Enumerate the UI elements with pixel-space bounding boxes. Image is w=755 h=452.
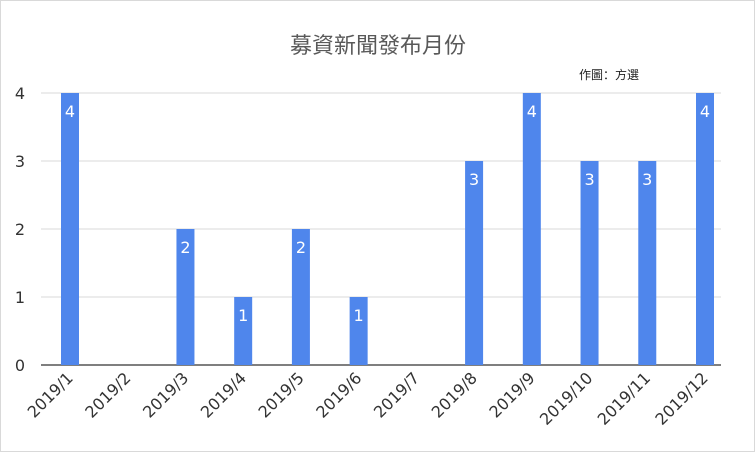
chart-note: 作圖：方選 [579, 67, 639, 82]
x-tick-label: 2019/3 [139, 368, 192, 421]
x-tick-label: 2019/8 [428, 368, 481, 421]
bar [61, 93, 79, 365]
x-tick-label: 2019/4 [197, 368, 250, 421]
bars: 4 2 1 2 1 3 4 3 3 4 [61, 93, 714, 365]
y-tick-label: 3 [15, 152, 25, 171]
y-tick-label: 1 [15, 288, 25, 307]
data-label: 1 [238, 306, 248, 325]
bar [465, 161, 484, 365]
y-tick-label: 2 [15, 220, 25, 239]
bar [696, 93, 714, 365]
bar [580, 161, 599, 365]
x-tick-label: 2019/11 [594, 368, 654, 428]
data-label: 4 [700, 102, 710, 121]
data-label: 4 [527, 102, 537, 121]
x-tick-label: 2019/9 [485, 368, 538, 421]
gridlines [41, 92, 721, 366]
y-tick-label: 0 [15, 356, 25, 375]
chart-title: 募資新聞發布月份 [290, 34, 466, 59]
data-label: 3 [469, 170, 479, 189]
bar [291, 229, 310, 365]
data-label: 2 [180, 238, 190, 257]
data-label: 4 [65, 102, 75, 121]
x-tick-label: 2019/2 [81, 368, 134, 421]
data-label: 3 [642, 170, 652, 189]
data-label: 3 [584, 170, 594, 189]
x-tick-label: 2019/6 [312, 368, 365, 421]
x-tick-label: 2019/7 [370, 368, 423, 421]
bar [349, 297, 368, 365]
x-tick-label: 2019/1 [24, 368, 77, 421]
y-tick-label: 4 [15, 84, 25, 103]
x-tick-label: 2019/5 [254, 368, 307, 421]
x-tick-label: 2019/10 [536, 368, 596, 428]
bar [638, 161, 657, 365]
data-label: 2 [296, 238, 306, 257]
x-axis-ticks: 2019/1 2019/2 2019/3 2019/4 2019/5 2019/6 2019… [24, 368, 712, 428]
bar [522, 93, 541, 365]
x-tick-label: 2019/12 [651, 368, 711, 428]
data-label: 1 [354, 306, 364, 325]
bar [234, 297, 253, 365]
y-axis-ticks: 0 1 2 3 4 [15, 84, 25, 375]
bar [176, 229, 195, 365]
